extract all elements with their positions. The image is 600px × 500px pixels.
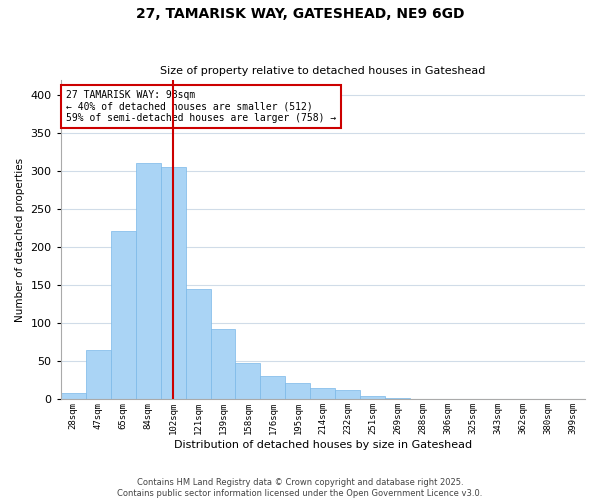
Bar <box>310 388 335 400</box>
Bar <box>110 230 136 400</box>
Bar <box>235 363 260 400</box>
Text: 27 TAMARISK WAY: 98sqm
← 40% of detached houses are smaller (512)
59% of semi-de: 27 TAMARISK WAY: 98sqm ← 40% of detached… <box>66 90 336 123</box>
Bar <box>136 163 161 400</box>
Bar <box>460 398 485 400</box>
Bar <box>361 396 385 400</box>
Y-axis label: Number of detached properties: Number of detached properties <box>15 158 25 322</box>
Bar <box>86 350 110 400</box>
Bar <box>211 328 235 400</box>
Bar <box>61 392 86 400</box>
Bar <box>260 376 286 400</box>
X-axis label: Distribution of detached houses by size in Gateshead: Distribution of detached houses by size … <box>174 440 472 450</box>
Bar <box>161 168 185 400</box>
Bar <box>410 398 435 400</box>
Bar <box>535 398 560 400</box>
Bar <box>485 398 510 400</box>
Bar <box>335 390 361 400</box>
Bar <box>560 398 585 400</box>
Text: Contains HM Land Registry data © Crown copyright and database right 2025.
Contai: Contains HM Land Registry data © Crown c… <box>118 478 482 498</box>
Text: 27, TAMARISK WAY, GATESHEAD, NE9 6GD: 27, TAMARISK WAY, GATESHEAD, NE9 6GD <box>136 8 464 22</box>
Bar <box>286 382 310 400</box>
Bar <box>510 398 535 400</box>
Bar <box>385 398 410 400</box>
Title: Size of property relative to detached houses in Gateshead: Size of property relative to detached ho… <box>160 66 485 76</box>
Bar <box>435 398 460 400</box>
Bar <box>185 289 211 400</box>
